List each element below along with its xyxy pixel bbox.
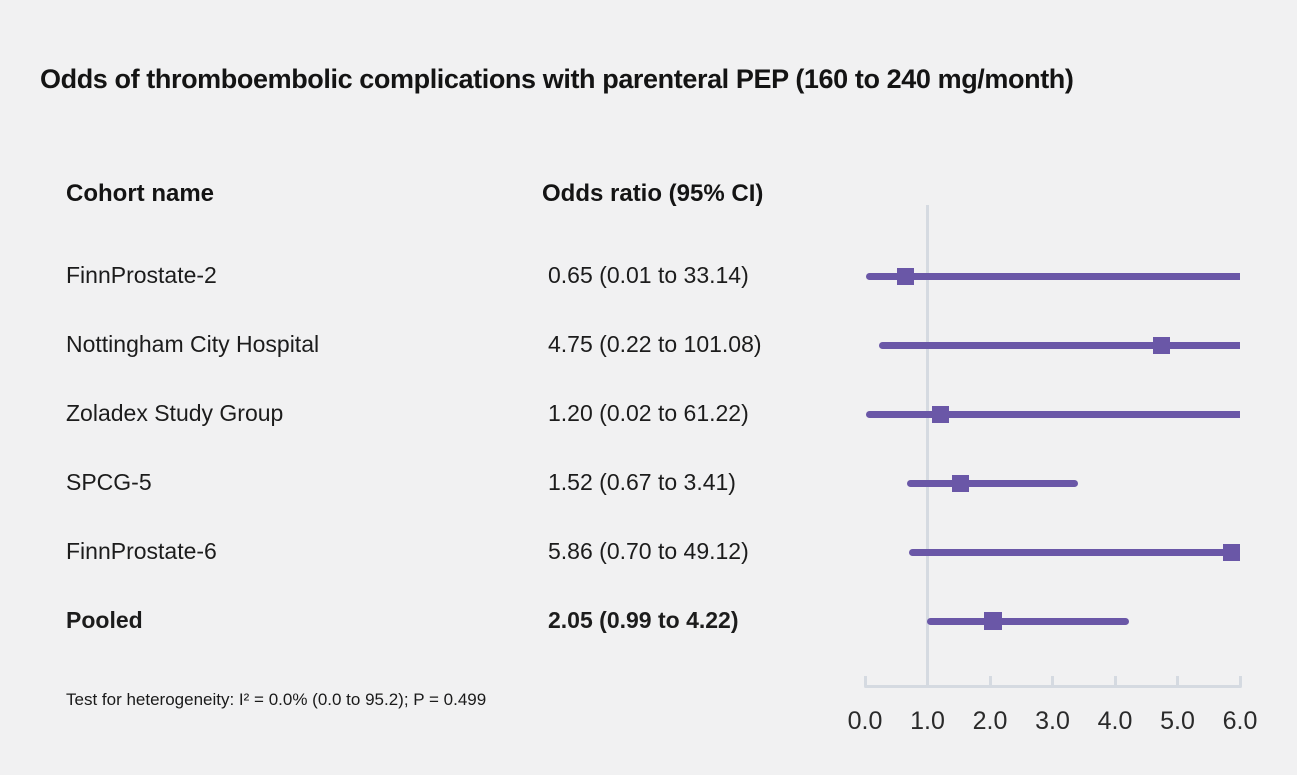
point-estimate-marker	[897, 267, 915, 285]
x-tick-label: 3.0	[1035, 707, 1070, 735]
x-axis-tick	[863, 676, 867, 686]
cohort-name: Zoladex Study Group	[66, 400, 284, 426]
x-tick-label: 0.0	[847, 707, 883, 735]
cohort-name: FinnProstate-6	[66, 538, 217, 564]
odds-ratio-value: 1.20 (0.02 to 61.22)	[548, 400, 749, 426]
cohort-name: Nottingham City Hospital	[66, 331, 320, 357]
confidence-interval-line	[906, 479, 1079, 487]
x-axis-tick	[1113, 676, 1117, 686]
column-header-cohort-name: Cohort name	[66, 180, 215, 207]
x-tick-label: 5.0	[1160, 707, 1195, 735]
odds-ratio-value: 0.65 (0.01 to 33.14)	[548, 262, 749, 288]
odds-ratio-value: 1.52 (0.67 to 3.41)	[548, 469, 736, 495]
point-estimate-marker	[984, 612, 1003, 630]
odds-ratio-value: 4.75 (0.22 to 101.08)	[548, 331, 762, 357]
x-axis-tick	[988, 676, 992, 686]
table-row: Nottingham City Hospital 4.75 (0.22 to 1…	[0, 331, 860, 361]
confidence-interval-line	[926, 617, 1129, 625]
x-tick-label: 4.0	[1097, 707, 1133, 735]
point-estimate-marker	[951, 474, 969, 492]
x-axis-tick	[1051, 676, 1054, 686]
odds-ratio-value: 2.05 (0.99 to 4.22)	[548, 607, 739, 633]
point-estimate-marker	[1222, 543, 1240, 561]
confidence-interval-line	[865, 272, 1240, 280]
x-axis-line	[864, 685, 1242, 688]
odds-ratio-value: 5.86 (0.70 to 49.12)	[548, 538, 749, 564]
cohort-name: FinnProstate-2	[66, 262, 217, 288]
confidence-interval-line	[908, 548, 1240, 556]
x-tick-label: 6.0	[1222, 707, 1258, 735]
cohort-name: Pooled	[66, 607, 143, 633]
table-row: Zoladex Study Group 1.20 (0.02 to 61.22)	[0, 400, 860, 430]
table-row: SPCG-5 1.52 (0.67 to 3.41)	[0, 469, 860, 499]
heterogeneity-test-note: Test for heterogeneity: I² = 0.0% (0.0 t…	[66, 690, 487, 709]
x-axis-tick	[1176, 676, 1179, 686]
x-axis-tick	[926, 676, 929, 686]
confidence-interval-line	[866, 410, 1240, 418]
figure-title: Odds of thromboembolic complications wit…	[40, 64, 1074, 94]
table-row: FinnProstate-6 5.86 (0.70 to 49.12)	[0, 538, 860, 568]
table-row-pooled: Pooled 2.05 (0.99 to 4.22)	[0, 607, 860, 637]
plot-area	[863, 202, 1242, 688]
x-tick-label: 1.0	[910, 707, 945, 735]
point-estimate-marker	[1153, 336, 1171, 354]
column-header-odds-ratio: Odds ratio (95% CI)	[542, 180, 764, 207]
cohort-name: SPCG-5	[66, 469, 152, 495]
table-row: FinnProstate-2 0.65 (0.01 to 33.14)	[0, 262, 860, 292]
x-axis-tick-labels: 0.0 1.0 2.0 3.0 4.0 5.0 6.0	[848, 707, 1258, 739]
reference-line-1.0	[926, 205, 929, 686]
x-axis-tick	[1238, 676, 1242, 686]
point-estimate-marker	[931, 405, 949, 423]
confidence-interval-line	[878, 341, 1240, 349]
x-tick-label: 2.0	[972, 707, 1008, 735]
